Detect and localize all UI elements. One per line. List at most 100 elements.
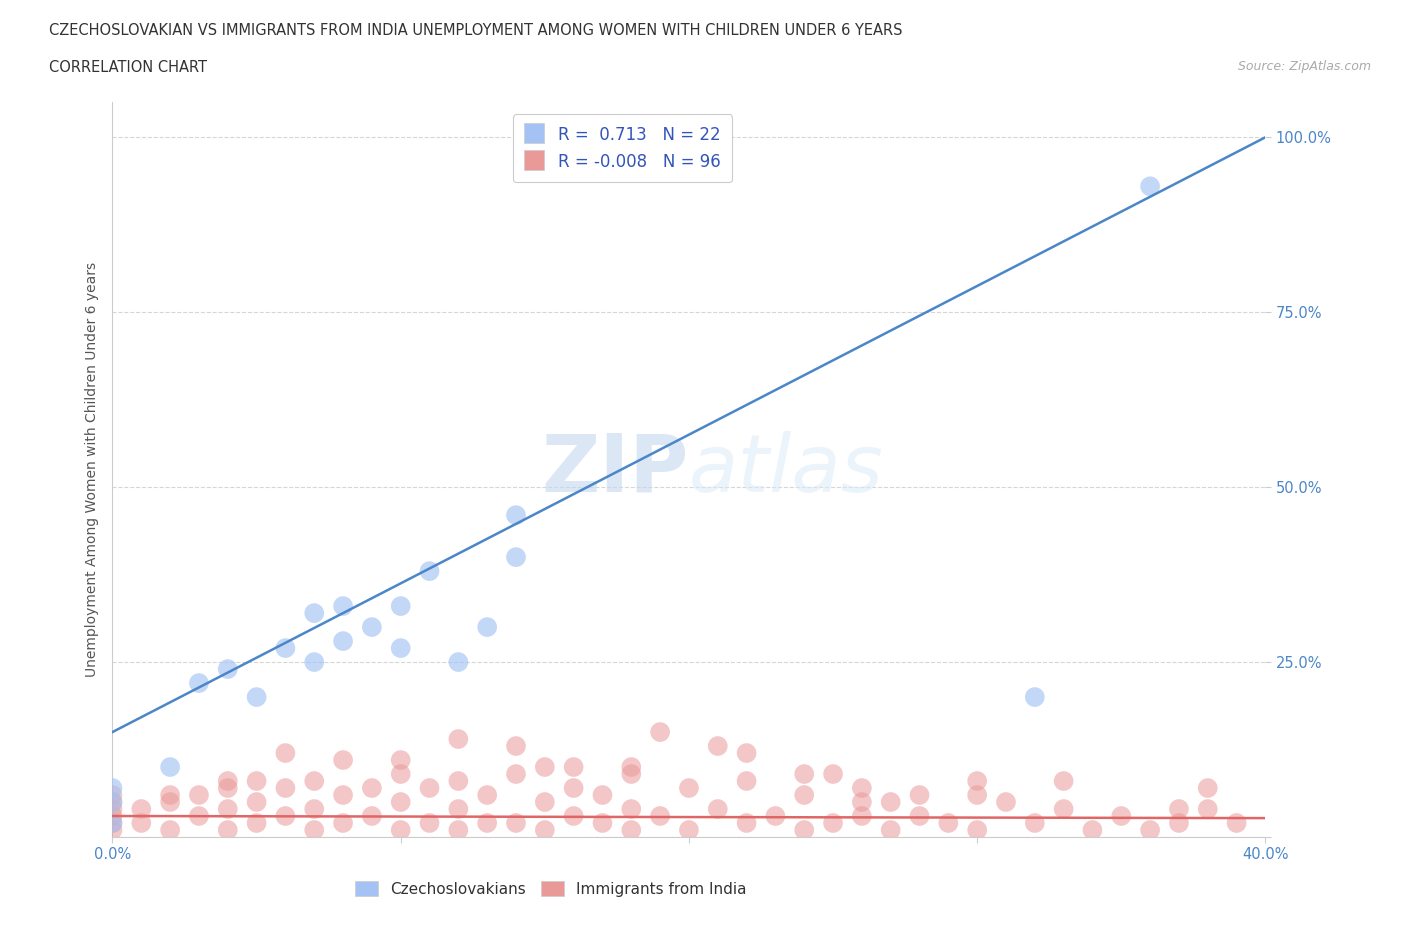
Point (389, 822, 412, 837)
Point (389, 766, 412, 781)
Y-axis label: Unemployment Among Women with Children Under 6 years: Unemployment Among Women with Children U… (84, 262, 98, 677)
Point (475, 788, 498, 803)
Point (562, 808, 585, 823)
Point (304, 802, 326, 817)
Point (159, 822, 181, 837)
Point (475, 619, 498, 634)
Point (908, 808, 931, 823)
Point (995, 794, 1018, 809)
Point (332, 599, 354, 614)
Point (188, 675, 211, 690)
Point (966, 774, 988, 789)
Text: CORRELATION CHART: CORRELATION CHART (49, 60, 207, 75)
Point (1052, 802, 1074, 817)
Point (304, 605, 326, 620)
Point (304, 822, 326, 837)
Point (620, 766, 643, 781)
Point (360, 780, 382, 795)
Point (851, 780, 873, 795)
Point (304, 774, 326, 789)
Point (101, 816, 124, 830)
Point (217, 661, 239, 676)
Point (274, 780, 297, 795)
Point (851, 808, 873, 823)
Point (245, 794, 267, 809)
Point (908, 788, 931, 803)
Point (1111, 808, 1133, 823)
Point (592, 788, 614, 803)
Point (159, 760, 181, 775)
Point (419, 780, 441, 795)
Point (245, 690, 267, 705)
Point (966, 822, 988, 837)
Point (793, 766, 815, 781)
Point (447, 802, 470, 817)
Legend: Czechoslovakians, Immigrants from India: Czechoslovakians, Immigrants from India (349, 874, 752, 903)
Point (188, 788, 211, 803)
Point (332, 788, 354, 803)
Point (1226, 816, 1249, 830)
Point (706, 738, 728, 753)
Point (475, 816, 498, 830)
Point (936, 816, 959, 830)
Point (360, 808, 382, 823)
Point (880, 794, 903, 809)
Point (159, 788, 181, 803)
Point (620, 760, 643, 775)
Point (419, 564, 441, 578)
Point (793, 822, 815, 837)
Point (648, 724, 672, 739)
Point (880, 822, 903, 837)
Point (735, 746, 758, 761)
Point (821, 816, 844, 830)
Point (851, 794, 873, 809)
Point (217, 822, 239, 837)
Point (505, 508, 527, 523)
Point (389, 641, 412, 656)
Text: Source: ZipAtlas.com: Source: ZipAtlas.com (1237, 60, 1371, 73)
Point (505, 816, 527, 830)
Point (274, 746, 297, 761)
Point (765, 808, 787, 823)
Point (533, 760, 555, 775)
Point (304, 655, 326, 670)
Point (332, 816, 354, 830)
Point (129, 816, 153, 830)
Point (332, 752, 354, 767)
Point (101, 822, 124, 837)
Point (505, 766, 527, 781)
Point (533, 822, 555, 837)
Point (274, 641, 297, 656)
Point (1024, 690, 1046, 705)
Point (620, 822, 643, 837)
Point (389, 794, 412, 809)
Point (620, 802, 643, 817)
Point (447, 732, 470, 747)
Point (1197, 780, 1219, 795)
Text: ZIP: ZIP (541, 431, 689, 509)
Point (1081, 822, 1104, 837)
Text: atlas: atlas (689, 431, 884, 509)
Point (447, 774, 470, 789)
Point (217, 774, 239, 789)
Point (562, 780, 585, 795)
Point (101, 780, 124, 795)
Point (1139, 822, 1161, 837)
Point (389, 752, 412, 767)
Point (1167, 802, 1189, 817)
Point (101, 802, 124, 817)
Point (821, 766, 844, 781)
Point (101, 816, 124, 830)
Point (447, 655, 470, 670)
Point (678, 822, 700, 837)
Point (592, 816, 614, 830)
Point (966, 788, 988, 803)
Point (505, 738, 527, 753)
Point (419, 816, 441, 830)
Point (505, 550, 527, 565)
Point (735, 816, 758, 830)
Point (562, 760, 585, 775)
Point (1139, 179, 1161, 193)
Point (678, 780, 700, 795)
Point (332, 633, 354, 648)
